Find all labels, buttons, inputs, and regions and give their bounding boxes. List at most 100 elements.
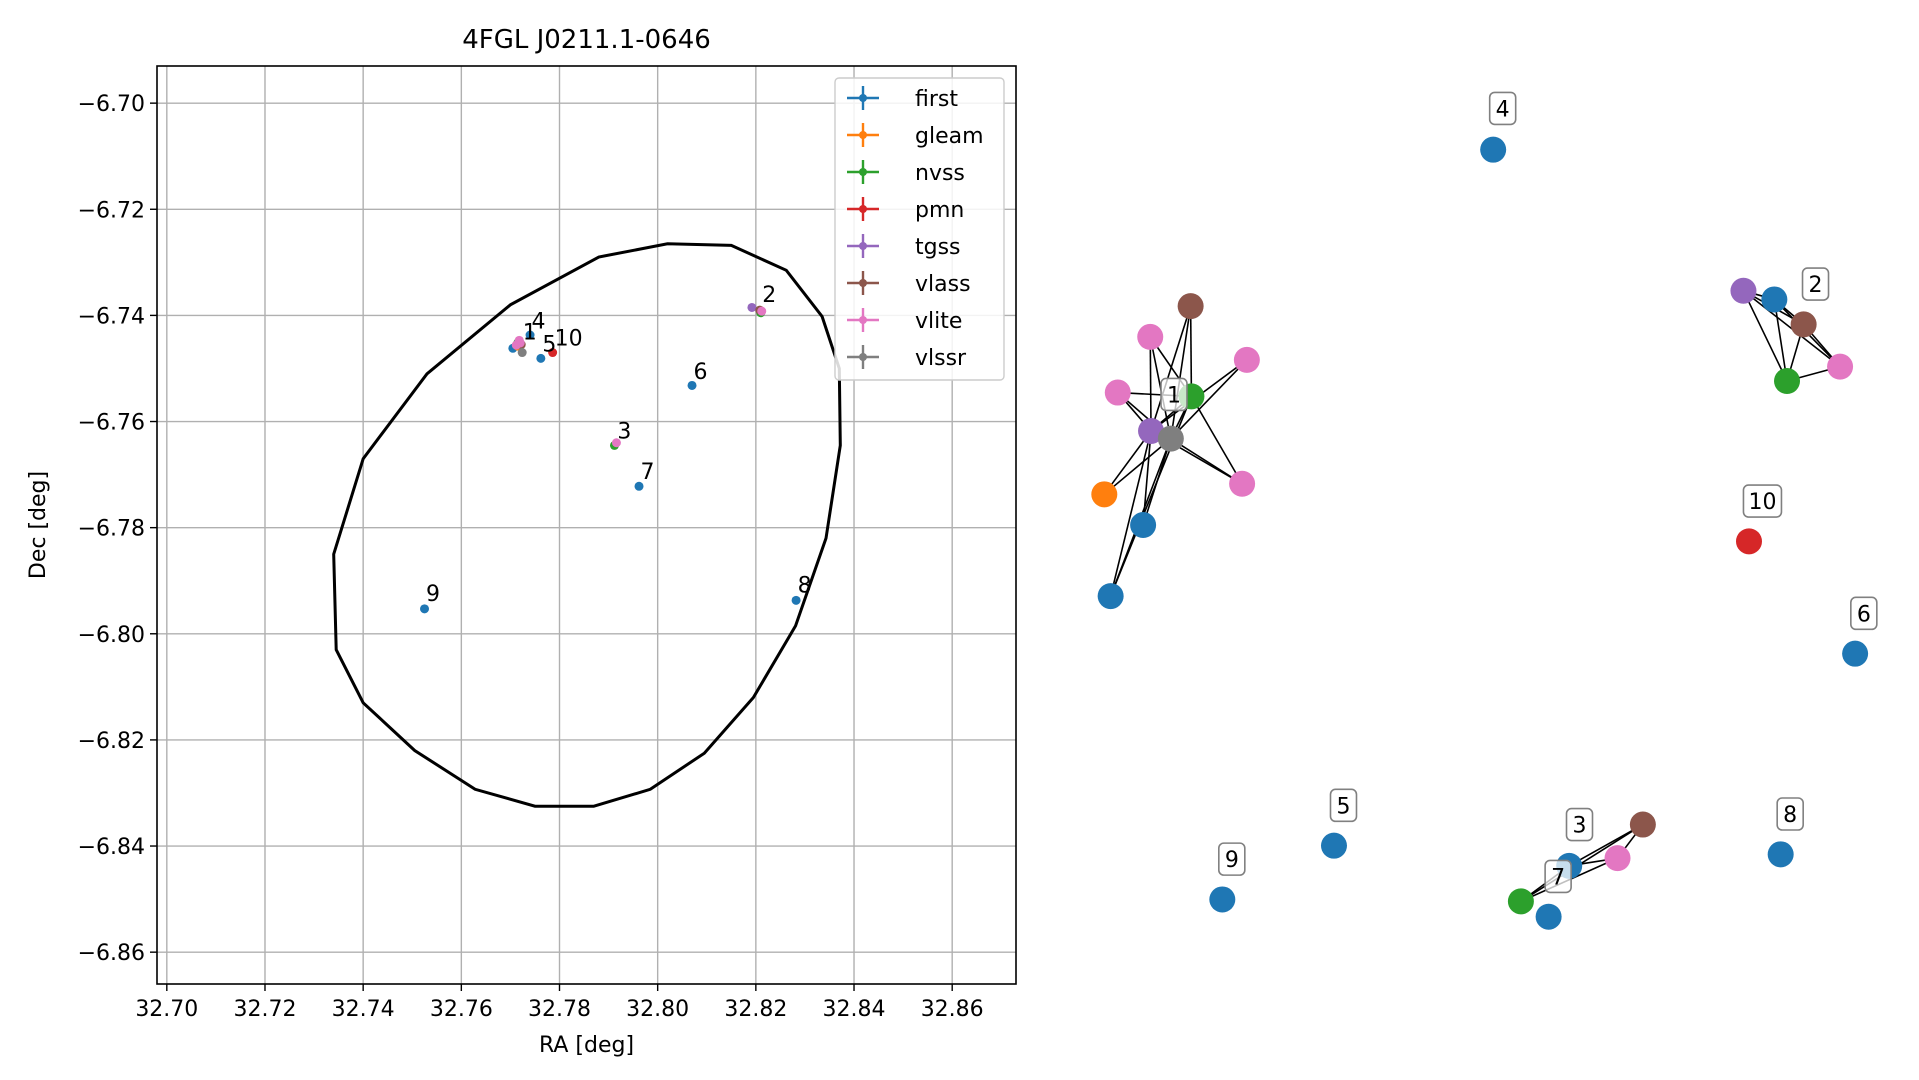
x-tick-label: 32.74 [332,997,395,1022]
node-label-box [1776,797,1804,831]
legend-dot-gleam [859,131,867,139]
graph-node-first [1480,136,1507,163]
graph-nodes [1091,136,1869,930]
legend-dot-pmn [859,205,867,213]
graph-node-first [1767,841,1794,868]
chart-title: 4FGL J0211.1-0646 [462,25,711,55]
x-tick-label: 32.86 [921,997,984,1022]
y-axis-label: Dec [deg] [26,471,51,579]
legend-label-pmn: pmn [915,198,964,223]
grid [157,66,1016,984]
graph-node-vlite [1827,353,1854,380]
node-label-box [1544,859,1572,894]
legend-dot-first [859,94,867,102]
data-point-first [525,330,535,340]
graph-edge [1170,359,1248,440]
data-point-vlite [515,338,525,348]
graph-node-labels: 1 4 2 10 6 5 9 3 7 8 [1160,91,1878,894]
axes-frame [156,65,1017,985]
graph-node-first [1097,583,1124,610]
node-label-box [1329,788,1358,823]
node-label-box [1488,91,1517,126]
x-tick-label: 32.80 [626,997,689,1022]
graph-node-vlite [1104,379,1131,406]
graph-node-first [1535,903,1562,930]
y-tick-label: −6.76 [78,411,145,436]
graph-edge [1142,430,1152,526]
point-label: 10 [555,327,583,352]
node-label: 9 [1225,848,1239,873]
point-label: 9 [426,582,440,607]
legend: first gleam nvss pmn tgss vlass vlite vlssr [834,77,1005,381]
graph-node-vlite [1233,346,1260,373]
node-label: 7 [1551,865,1565,890]
graph-node-vlite [1604,845,1631,872]
graph-node-first [1761,286,1788,313]
legend-dot-vlssr [859,353,867,361]
graph-node-nvss [1507,888,1534,915]
x-tick-label: 32.76 [430,997,493,1022]
graph-node-tgss [1730,277,1757,304]
y-tick-label: −6.78 [78,517,145,542]
graph-node-first [1130,512,1157,539]
x-tick-label: 32.82 [724,997,787,1022]
legend-label-vlass: vlass [915,272,971,297]
node-label: 8 [1783,803,1797,828]
graph-edge [1149,336,1152,431]
node-label-box [1742,484,1783,518]
graph-edge [1103,438,1172,495]
graph-node-vlass [1629,811,1656,838]
node-label: 4 [1496,97,1510,122]
graph-edge [1189,306,1193,397]
legend-label-first: first [915,87,958,112]
legend-dot-vlass [859,279,867,287]
data-point-vlite [611,438,621,448]
graph-edge [1568,823,1644,867]
node-label: 5 [1336,794,1350,819]
graph-edge [1170,306,1192,439]
data-point-pmn [548,348,558,358]
legend-label-vlssr: vlssr [915,346,967,371]
legend-label-nvss: nvss [915,161,965,186]
point-label: 8 [798,573,812,598]
graph-node-vlite [1229,470,1256,497]
node-label: 1 [1167,383,1181,408]
point-label: 4 [532,310,546,335]
y-tick-label: −6.82 [78,729,145,754]
y-tick-label: −6.74 [78,304,145,329]
graph-edge [1773,299,1788,382]
data-point-vlite [757,306,767,316]
node-label-box [1850,596,1878,631]
data-point-tgss [747,302,757,312]
graph-node-pmn [1735,528,1762,555]
legend-dot-nvss [859,168,867,176]
point-label: 1 [523,320,537,345]
graph-edge [1103,430,1152,495]
graph-node-vlssr [1157,425,1184,452]
node-label-box [1801,267,1830,301]
legend-dot-vlite [859,316,867,324]
y-tick-label: −6.84 [78,835,145,860]
legend-label-gleam: gleam [915,124,984,149]
graph-node-vlass [1177,293,1204,320]
x-axis-label: RA [deg] [539,1033,634,1058]
legend-dot-tgss [859,242,867,250]
legend-box [834,77,1005,381]
node-label: 6 [1857,602,1871,627]
graph-edge [1109,430,1152,597]
node-label: 3 [1573,814,1587,839]
x-tick-label: 32.84 [823,997,886,1022]
source-points [420,302,801,614]
point-label: 5 [542,332,556,357]
point-label: 6 [694,360,708,385]
graph-edge [1742,290,1788,382]
node-label-box [1160,377,1188,412]
point-label: 3 [617,420,631,445]
graph-node-first [1320,832,1347,859]
data-point-first [687,380,697,390]
point-label: 7 [640,460,654,485]
node-label: 2 [1809,273,1823,298]
